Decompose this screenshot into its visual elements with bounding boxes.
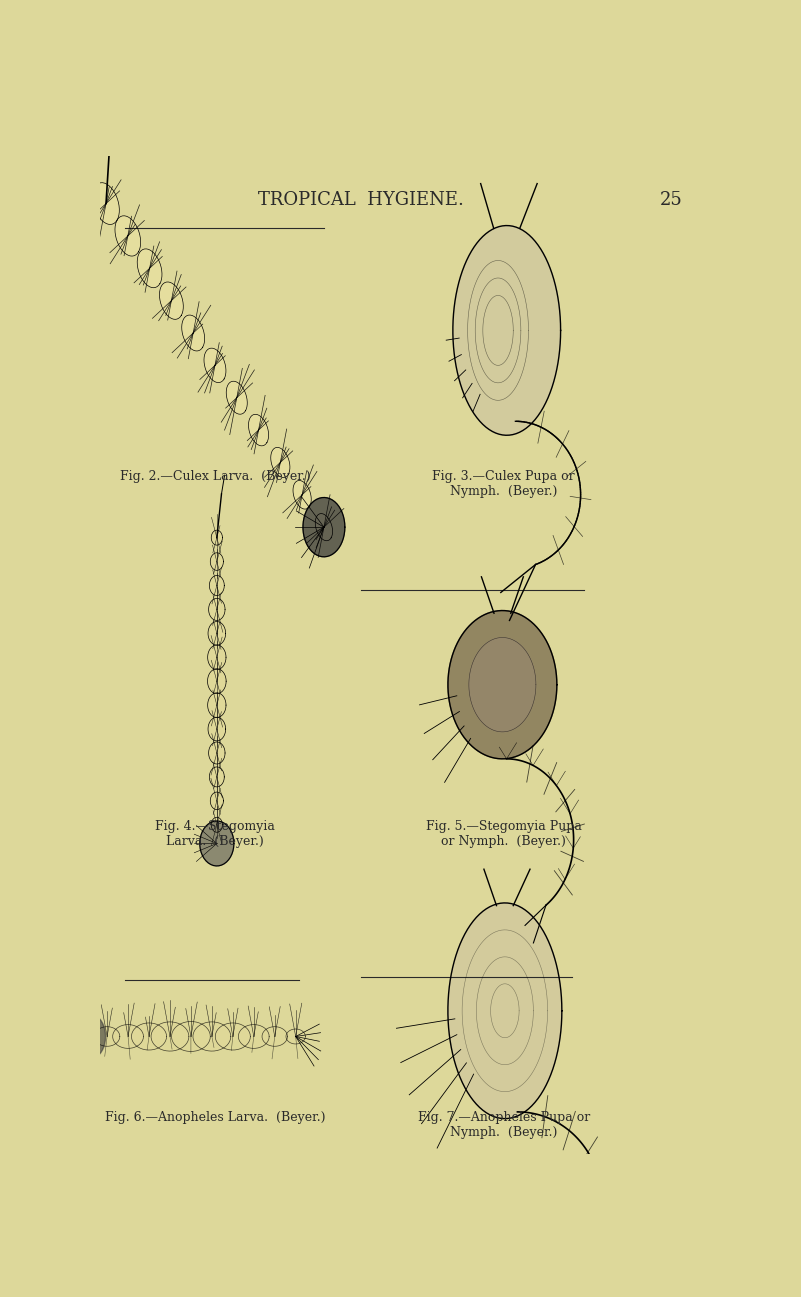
Polygon shape <box>208 621 226 645</box>
Polygon shape <box>115 215 141 256</box>
Polygon shape <box>303 498 345 556</box>
Polygon shape <box>286 1029 305 1044</box>
Text: Fig. 6.—Anopheles Larva.  (Beyer.): Fig. 6.—Anopheles Larva. (Beyer.) <box>105 1112 325 1124</box>
Polygon shape <box>207 693 226 717</box>
Polygon shape <box>204 348 226 383</box>
Polygon shape <box>209 576 224 595</box>
Polygon shape <box>215 1023 251 1051</box>
Polygon shape <box>74 1014 106 1058</box>
Polygon shape <box>293 480 312 510</box>
Text: Fig. 3.—Culex Pupa or
Nymph.  (Beyer.): Fig. 3.—Culex Pupa or Nymph. (Beyer.) <box>433 471 575 498</box>
Polygon shape <box>262 1027 288 1047</box>
Polygon shape <box>208 742 225 764</box>
Polygon shape <box>453 226 561 436</box>
Polygon shape <box>208 717 226 741</box>
Polygon shape <box>226 381 248 414</box>
Polygon shape <box>209 767 224 787</box>
Text: Fig. 2.—Culex Larva.  (Beyer.): Fig. 2.—Culex Larva. (Beyer.) <box>119 471 310 484</box>
Polygon shape <box>316 514 332 541</box>
Text: 25: 25 <box>660 191 682 209</box>
Polygon shape <box>211 817 223 833</box>
Polygon shape <box>199 821 234 866</box>
Polygon shape <box>248 414 268 446</box>
Polygon shape <box>211 553 223 571</box>
Polygon shape <box>211 792 223 809</box>
Polygon shape <box>207 669 226 694</box>
Polygon shape <box>95 1027 120 1047</box>
Polygon shape <box>171 1022 211 1052</box>
Polygon shape <box>193 1022 231 1051</box>
Polygon shape <box>113 1025 143 1048</box>
Polygon shape <box>448 611 557 759</box>
Polygon shape <box>543 1262 577 1297</box>
Polygon shape <box>207 645 226 669</box>
Polygon shape <box>76 1029 96 1044</box>
Polygon shape <box>93 183 119 224</box>
Polygon shape <box>208 598 225 620</box>
Polygon shape <box>211 530 223 545</box>
Text: Fig. 4.—Stegomyia
Larva.  (Beyer.): Fig. 4.—Stegomyia Larva. (Beyer.) <box>155 820 275 848</box>
Polygon shape <box>137 249 162 288</box>
Polygon shape <box>448 903 562 1118</box>
Polygon shape <box>469 638 536 732</box>
Text: TROPICAL  HYGIENE.: TROPICAL HYGIENE. <box>258 191 464 209</box>
Polygon shape <box>271 447 290 477</box>
Text: Fig. 7.—Anopheles Pupa or
Nymph.  (Beyer.): Fig. 7.—Anopheles Pupa or Nymph. (Beyer.… <box>417 1112 590 1139</box>
Polygon shape <box>239 1025 269 1048</box>
Polygon shape <box>131 1023 167 1051</box>
Polygon shape <box>159 281 183 319</box>
Polygon shape <box>182 315 204 351</box>
Polygon shape <box>151 1022 189 1051</box>
Text: Fig. 5.—Stegomyia Pupa
or Nymph.  (Beyer.): Fig. 5.—Stegomyia Pupa or Nymph. (Beyer.… <box>425 820 582 848</box>
